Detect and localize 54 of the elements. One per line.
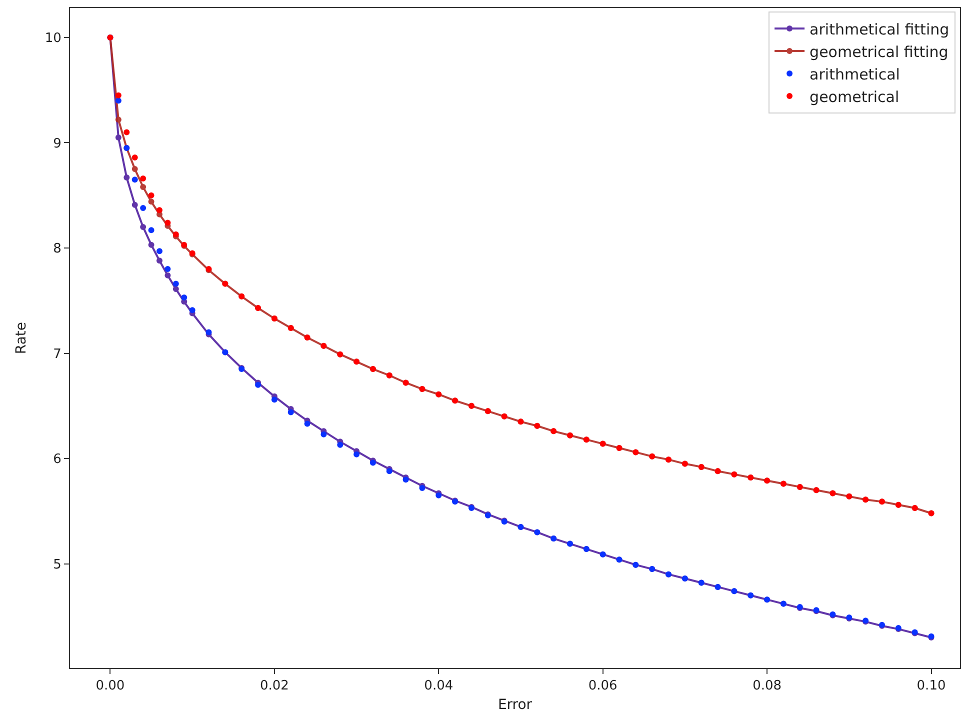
- legend-label: arithmetical: [810, 65, 900, 84]
- point: [124, 129, 130, 136]
- point: [164, 272, 171, 278]
- point: [402, 476, 409, 483]
- point: [164, 220, 171, 226]
- point: [156, 207, 162, 214]
- y-tick-label: 8: [53, 242, 62, 257]
- y-tick-label: 9: [53, 136, 62, 152]
- x-tick-label: 0.06: [588, 678, 618, 694]
- point: [304, 420, 310, 427]
- point: [132, 202, 138, 208]
- point: [115, 116, 122, 123]
- x-tick-label: 0.04: [424, 678, 454, 694]
- y-tick-label: 7: [53, 346, 62, 362]
- x-tick-label: 0.02: [260, 678, 289, 694]
- point: [354, 451, 360, 458]
- x-tick-label: 0.08: [752, 678, 782, 694]
- legend-label: arithmetical fitting: [810, 20, 950, 38]
- point: [124, 174, 130, 180]
- x-axis-title: Error: [498, 696, 532, 713]
- point: [132, 154, 138, 160]
- y-tick-label: 6: [53, 452, 62, 468]
- legend-label: geometrical: [810, 88, 900, 106]
- point: [148, 192, 154, 198]
- point: [140, 184, 146, 190]
- x-tick-label: 0.10: [916, 678, 946, 694]
- point: [140, 224, 146, 230]
- point: [148, 242, 154, 248]
- point: [337, 442, 344, 448]
- point: [115, 98, 122, 104]
- point: [156, 248, 162, 254]
- y-axis-title: Rate: [13, 322, 30, 354]
- point: [189, 307, 196, 314]
- point: [181, 294, 188, 300]
- point: [115, 134, 122, 140]
- point: [115, 92, 122, 98]
- point: [320, 431, 327, 438]
- point: [140, 176, 146, 182]
- point: [148, 198, 154, 205]
- legend-label: geometrical fitting: [810, 42, 948, 61]
- point: [148, 227, 154, 234]
- point: [271, 396, 278, 403]
- point: [288, 409, 294, 416]
- y-tick-label: 5: [53, 557, 62, 572]
- x-tick-label: 0.00: [96, 678, 125, 694]
- point: [156, 258, 162, 264]
- point: [132, 176, 138, 183]
- y-tick-label: 10: [44, 31, 62, 46]
- point: [419, 485, 426, 491]
- point: [172, 280, 179, 287]
- point: [140, 205, 146, 211]
- point: [132, 166, 138, 172]
- point: [164, 266, 171, 272]
- point: [172, 286, 179, 292]
